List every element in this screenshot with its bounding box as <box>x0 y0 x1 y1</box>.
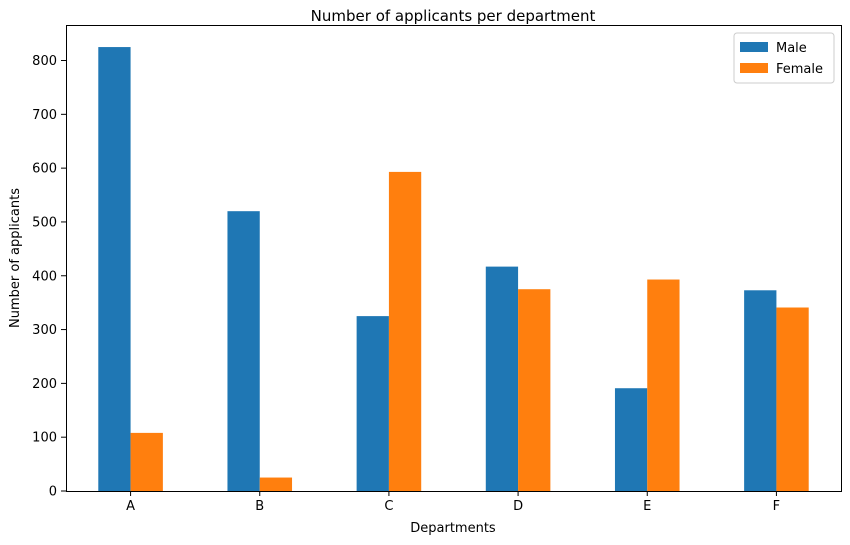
bar-female-b <box>259 477 293 491</box>
y-axis-title: Number of applicants <box>8 188 23 328</box>
x-tick-label: D <box>513 499 523 514</box>
y-axis: 0 100 200 300 400 500 600 700 800 <box>32 54 66 500</box>
plot-frame <box>66 25 842 492</box>
y-tick-label: 500 <box>32 215 57 230</box>
x-axis-title: Departments <box>410 521 496 536</box>
x-tick-label: A <box>126 499 135 514</box>
y-tick-label: 0 <box>49 485 57 500</box>
bar-female-d <box>518 289 551 491</box>
x-axis: A B C D E F <box>126 491 780 514</box>
bar-male-c <box>356 316 389 491</box>
bar-male-e <box>614 388 648 491</box>
y-tick-label: 700 <box>32 108 57 123</box>
y-tick-label: 300 <box>32 323 57 338</box>
bar-male-b <box>227 211 260 491</box>
chart-title: Number of applicants per department <box>311 7 596 25</box>
y-tick-label: 800 <box>32 54 57 69</box>
bar-female-a <box>130 432 163 491</box>
y-tick-label: 600 <box>32 162 57 177</box>
legend-label-female: Female <box>776 62 823 77</box>
bar-female-e <box>647 279 680 491</box>
legend: Male Female <box>733 32 835 84</box>
legend-swatch-male <box>740 42 768 52</box>
legend-swatch-female <box>740 63 768 73</box>
bar-female-c <box>388 171 422 491</box>
bars-group <box>98 47 809 492</box>
x-tick-label: B <box>255 499 264 514</box>
bar-male-a <box>98 47 131 492</box>
y-tick-label: 100 <box>32 431 57 446</box>
bar-female-f <box>776 307 809 491</box>
legend-label-male: Male <box>776 41 807 56</box>
y-tick-label: 200 <box>32 377 57 392</box>
bar-male-d <box>485 266 519 491</box>
x-tick-label: E <box>643 499 651 514</box>
y-tick-label: 400 <box>32 269 57 284</box>
x-tick-label: C <box>384 499 393 514</box>
bar-male-f <box>744 290 777 491</box>
x-tick-label: F <box>773 499 780 514</box>
